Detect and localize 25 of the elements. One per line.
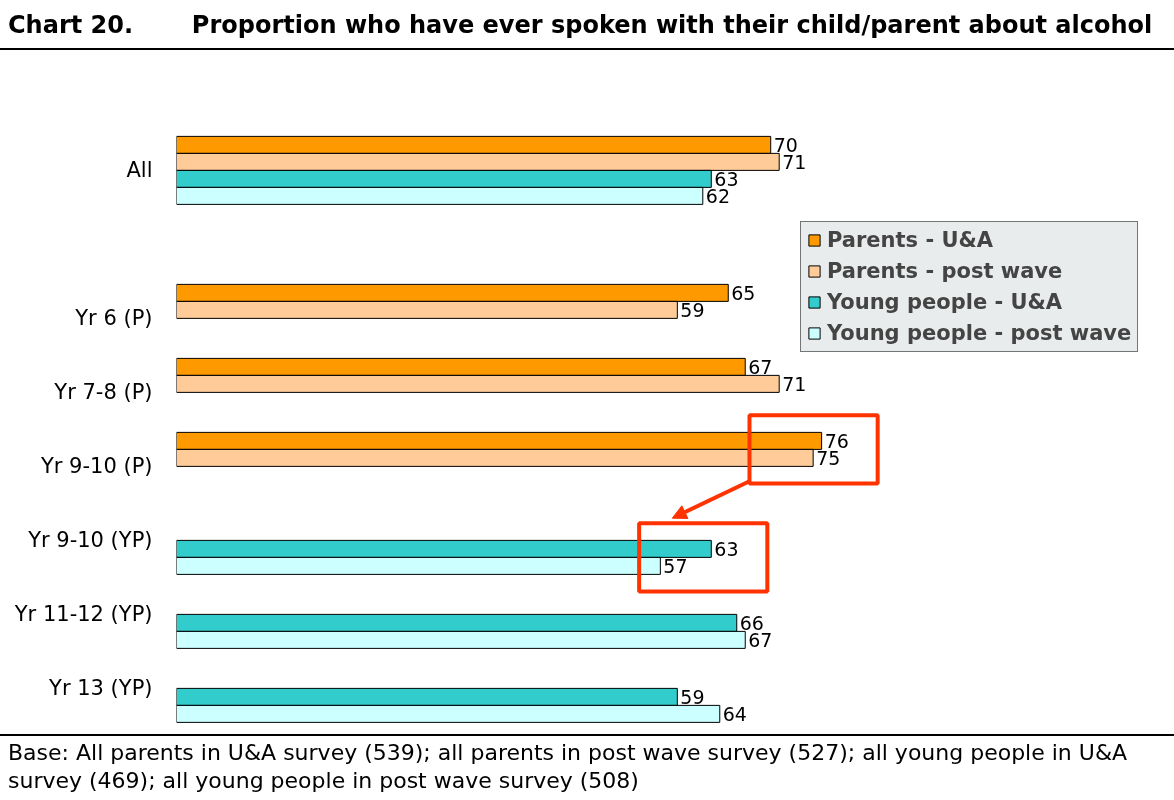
y-tick-label: Yr 9-10 (YP) — [27, 528, 153, 553]
y-tick-label: All — [126, 158, 153, 183]
y-tick-label: Yr 9-10 (P) — [39, 454, 153, 479]
data-label: 57 — [663, 554, 688, 577]
data-label: 76 — [824, 429, 849, 452]
data-label: 67 — [748, 355, 773, 378]
y-tick-label: Yr 13 (YP) — [48, 676, 153, 701]
legend-label: Young people - post wave — [827, 321, 1132, 345]
data-label: 66 — [739, 611, 764, 634]
data-label: 65 — [731, 281, 756, 304]
data-label: 70 — [773, 133, 798, 156]
data-label: 71 — [782, 372, 807, 395]
data-label: 64 — [722, 702, 747, 725]
data-label: 63 — [714, 167, 739, 190]
data-label: 59 — [680, 298, 705, 321]
y-tick-label: Yr 11-12 (YP) — [13, 602, 153, 627]
legend-label: Parents - U&A — [827, 228, 994, 252]
text: Base: All parents in U&A survey (539); all parents in post wave survey (527); all young people in U&A survey (469); all young people in post wave survey (508) — [0, 734, 1174, 800]
legend-label: Young people - U&A — [827, 290, 1063, 314]
data-label: 59 — [680, 685, 705, 708]
chart-title: Chart 20. Proportion who have ever spoken with their child/parent about alcohol — [0, 0, 1174, 50]
y-tick-label: Yr 7-8 (P) — [53, 380, 153, 405]
data-label: 63 — [714, 537, 739, 560]
y-tick-label: Yr 6 (P) — [74, 306, 153, 331]
legend-label: Parents - post wave — [827, 259, 1063, 283]
